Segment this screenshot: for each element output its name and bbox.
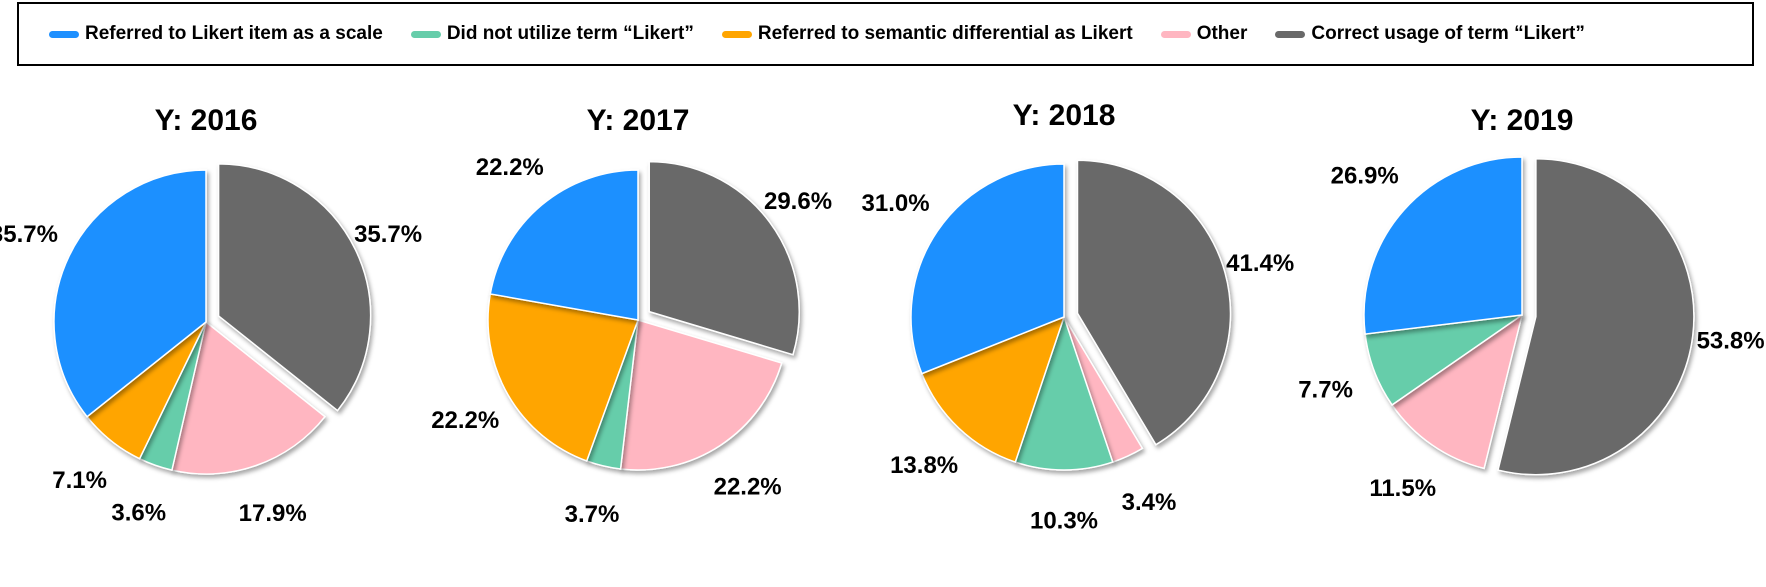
pie-slice-referred-to-likert-item-as-a-scale bbox=[910, 163, 1065, 375]
legend-swatch bbox=[49, 30, 79, 38]
legend-label: Did not utilize term “Likert” bbox=[446, 23, 694, 44]
legend-item-likert-item-as-scale: Referred to Likert item as a scale bbox=[49, 23, 383, 45]
legend-swatch bbox=[1275, 30, 1306, 38]
legend-label: Referred to Likert item as a scale bbox=[85, 23, 383, 44]
pie-data-label: 41.4% bbox=[1226, 250, 1294, 277]
legend-label: Correct usage of term “Likert” bbox=[1311, 23, 1585, 44]
pie-data-label: 22.2% bbox=[431, 407, 499, 434]
pie-slice-correct-usage-of-term-likert bbox=[1076, 159, 1232, 446]
legend-item-correct-usage: Correct usage of term “Likert” bbox=[1275, 23, 1585, 45]
pie-chart-y-2017: Y: 2017 29.6% 22.2% 3.7% 22.2% 22.2% bbox=[431, 104, 832, 528]
pie-slice-referred-to-semantic-differential-as-likert bbox=[487, 293, 640, 462]
legend-label: Other bbox=[1196, 23, 1248, 44]
pie-chart-y-2016: Y: 2016 35.7% 17.9% 3.6%7.1% 35.7% bbox=[0, 104, 422, 527]
pie-slice-did-not-utilize-term-likert bbox=[1014, 314, 1114, 471]
pie-data-label: 10.3% bbox=[1030, 507, 1098, 534]
legend-swatch bbox=[410, 30, 441, 38]
legend-item-other: Other bbox=[1160, 23, 1248, 45]
pie-title: Y: 2019 bbox=[1471, 104, 1574, 137]
pie-slice-referred-to-semantic-differential-as-likert bbox=[920, 315, 1066, 463]
pie-data-label: 26.9% bbox=[1331, 163, 1399, 190]
pie-title: Y: 2018 bbox=[1013, 99, 1116, 132]
pie-data-label: 3.7% bbox=[565, 501, 620, 528]
pie-slice-other bbox=[1391, 313, 1524, 470]
pie-data-label: 31.0% bbox=[862, 190, 930, 217]
pie-data-label: 35.7% bbox=[0, 221, 58, 248]
pie-data-label: 53.8% bbox=[1697, 327, 1765, 354]
pie-chart-y-2018: Y: 2018 41.4% 3.4% 10.3% 13.8% 31.0% bbox=[862, 99, 1295, 534]
pie-chart-y-2019: Y: 2019 53.8% 11.5% 7.7% 26.9% bbox=[1298, 104, 1764, 502]
pie-slice-correct-usage-of-term-likert bbox=[648, 160, 800, 356]
pie-data-label: 29.6% bbox=[764, 188, 832, 215]
legend-label: Referred to semantic differential as Lik… bbox=[757, 23, 1133, 44]
pie-data-label: 22.2% bbox=[476, 154, 544, 181]
pie-data-label: 7.7% bbox=[1298, 377, 1353, 404]
pie-data-label: 13.8% bbox=[890, 452, 958, 479]
pie-slice-other bbox=[619, 319, 783, 471]
pie-data-label: 11.5% bbox=[1369, 475, 1436, 502]
pie-data-label: 17.9% bbox=[239, 500, 307, 527]
pie-slice-other bbox=[171, 320, 326, 475]
pie-slice-referred-to-likert-item-as-a-scale bbox=[1363, 156, 1523, 335]
pie-data-label: 3.6% bbox=[111, 500, 166, 527]
pie-slice-referred-to-likert-item-as-a-scale bbox=[53, 169, 207, 418]
legend-item-semantic-differential: Referred to semantic differential as Lik… bbox=[721, 23, 1133, 45]
legend-swatch bbox=[721, 30, 752, 38]
pie-charts: Y: 2016 35.7% 17.9% 3.6%7.1% 35.7% Y: 2017 29.… bbox=[0, 99, 1765, 534]
pie-title: Y: 2016 bbox=[155, 104, 258, 137]
pie-title: Y: 2017 bbox=[587, 104, 690, 137]
pie-slice-correct-usage-of-term-likert bbox=[217, 163, 372, 412]
pie-data-label: 7.1% bbox=[52, 467, 107, 494]
pie-slice-referred-to-likert-item-as-a-scale bbox=[489, 169, 639, 321]
pie-data-label: 22.2% bbox=[714, 474, 782, 501]
chart-legend: Referred to Likert item as a scale Did n… bbox=[17, 2, 1754, 66]
legend-swatch bbox=[1160, 30, 1191, 38]
legend-item-did-not-utilize: Did not utilize term “Likert” bbox=[410, 23, 694, 45]
pie-slice-correct-usage-of-term-likert bbox=[1497, 157, 1695, 476]
pie-data-label: 35.7% bbox=[354, 221, 422, 248]
pie-data-label: 3.4% bbox=[1122, 489, 1177, 516]
